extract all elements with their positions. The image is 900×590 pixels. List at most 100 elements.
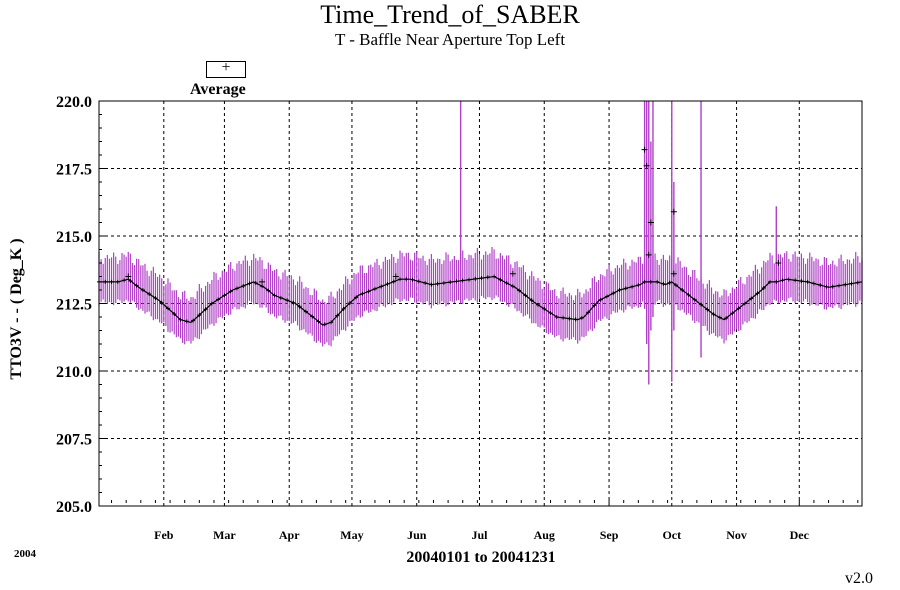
average-point [509,270,516,277]
average-marker [561,315,566,320]
average-marker [329,320,334,325]
average-marker [717,315,722,320]
average-point [645,251,652,258]
average-marker [109,279,114,284]
average-marker [535,302,540,307]
average-marker [824,284,829,289]
average-marker [636,283,641,288]
average-marker [448,280,453,285]
average-marker [554,315,559,319]
chart-subtitle: T - Baffle Near Aperture Top Left [334,30,566,49]
average-marker [510,284,515,289]
average-marker [837,283,842,288]
average-marker [172,312,177,317]
average-marker [203,307,208,312]
average-marker [830,284,835,289]
average-marker [811,281,816,286]
average-marker [736,306,741,311]
average-marker [122,278,127,283]
average-marker [197,313,202,318]
average-marker [253,280,258,285]
average-marker [385,282,390,287]
average-marker [586,310,591,315]
average-marker [454,279,459,284]
average-marker [686,292,691,297]
x-tick-label: Jun [407,528,427,542]
average-marker [673,283,678,288]
legend-label: Average [190,81,246,98]
average-marker [623,286,628,291]
average-marker [579,315,584,320]
average-marker [473,276,478,281]
average-marker [661,281,666,286]
average-marker [768,279,773,284]
average-marker [498,277,503,282]
average-marker [611,291,616,296]
average-marker [542,306,547,311]
average-marker [266,288,271,293]
average-marker [699,302,704,307]
average-marker [435,281,440,286]
average-marker [730,311,735,316]
average-marker [460,278,465,283]
average-marker [441,280,446,285]
average-marker [692,297,697,302]
average-marker [818,283,823,288]
average-marker [724,316,729,321]
average-marker [742,301,747,306]
x-tick-label: Nov [726,528,747,542]
average-marker [786,277,791,282]
average-marker [222,293,227,298]
average-marker [648,279,653,284]
x-tick-label: Mar [213,528,236,542]
average-point [641,146,648,153]
average-marker [310,314,315,319]
average-marker [360,291,365,296]
average-marker [755,291,760,296]
average-marker [780,278,785,283]
average-marker [103,279,108,284]
average-marker [147,292,152,297]
average-marker [617,288,622,292]
average-marker [598,297,603,302]
average-marker [705,307,710,312]
average-marker [711,312,716,317]
average-marker [272,293,277,298]
average-marker [504,280,509,285]
y-tick-label: 205.0 [56,499,92,516]
average-point [670,270,677,277]
average-marker [630,284,635,289]
average-marker [604,294,609,299]
average-marker [159,300,164,305]
chart-title: Time_Trend_of_SABER [320,0,580,29]
average-marker [379,284,384,289]
average-marker [316,319,321,324]
average-marker [793,278,798,283]
average-marker [843,282,848,287]
average-marker [134,283,139,288]
year-label: 2004 [14,548,36,560]
average-marker [667,280,672,285]
x-tick-label: Jul [471,528,488,542]
legend-marker-box: + [206,59,246,78]
x-tick-label: Dec [790,528,810,542]
x-tick-label: Feb [154,528,174,542]
average-marker [774,279,779,284]
average-marker [234,286,239,291]
average-marker [517,288,522,293]
legend-plus-icon: + [221,59,231,76]
average-marker [128,278,133,283]
average-marker [567,316,572,321]
average-marker [372,286,377,291]
average-marker [404,277,409,282]
average-marker [485,275,490,280]
average-marker [761,285,766,290]
y-tick-label: 210.0 [56,364,92,381]
average-marker [680,288,685,292]
average-marker [216,297,221,302]
y-tick-label: 215.0 [56,229,92,246]
y-tick-label: 220.0 [56,94,92,111]
average-marker [548,310,553,315]
average-marker [592,303,597,308]
